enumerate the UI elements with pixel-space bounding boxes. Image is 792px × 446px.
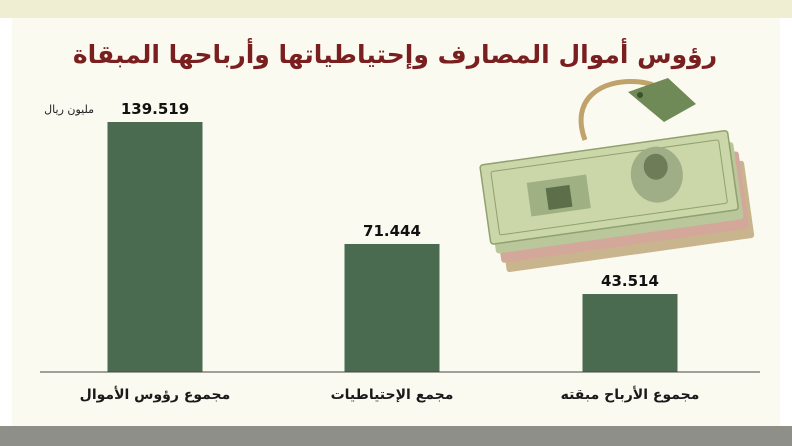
bar-2 — [344, 243, 440, 372]
category-label-2: مجمع الإحتياطيات — [331, 387, 454, 403]
note-building-door — [545, 184, 573, 211]
note-border — [490, 139, 728, 236]
note-stack — [479, 130, 755, 273]
tag-hole — [637, 92, 643, 98]
top-band — [0, 0, 792, 18]
bar-value-label-1: 139.519 — [121, 100, 189, 118]
bar-1 — [107, 122, 203, 372]
banknotes-icon — [479, 78, 755, 273]
unit-label: مليون ريال — [44, 103, 94, 116]
price-tag — [628, 78, 696, 122]
bottom-band — [0, 426, 792, 446]
bar-3 — [582, 294, 678, 372]
bar-value-label-2: 71.444 — [363, 222, 421, 240]
chart-title: رؤوس أموال المصارف وإحتياطياتها وأرباحها… — [72, 40, 718, 69]
note-portrait-face — [643, 153, 668, 180]
category-label-3: مجموع الأرباح مبقته — [561, 386, 700, 403]
bar-value-label-3: 43.514 — [601, 272, 659, 290]
bars-layer: 139.519 مجموع رؤوس الأموال 71.444 مجمع الإح… — [80, 100, 700, 403]
category-label-1: مجموع رؤوس الأموال — [80, 386, 231, 403]
